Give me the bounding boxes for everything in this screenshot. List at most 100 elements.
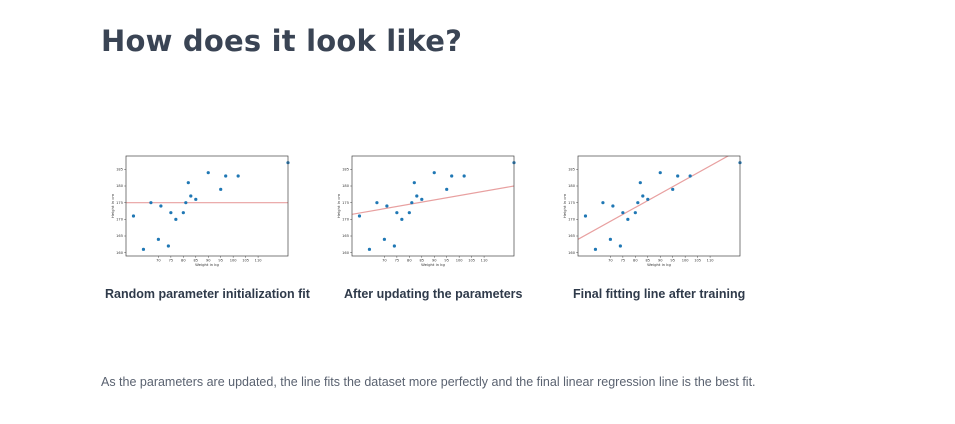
data-point — [432, 171, 436, 175]
y-tick-label: 175 — [342, 201, 349, 205]
data-point — [382, 237, 386, 241]
data-point — [608, 237, 612, 241]
scatter-chart-final-fit: 70 75 80 85 90 95 100 105 110 160 165 170 175 180 185 W… — [562, 155, 742, 267]
caption-after-update: After updating the parameters — [344, 287, 523, 301]
data-point — [219, 187, 223, 191]
data-point — [601, 201, 605, 205]
x-tick-label: 80 — [181, 259, 186, 263]
data-point — [159, 204, 163, 208]
data-point — [410, 201, 414, 205]
data-point — [658, 171, 662, 175]
y-tick-label: 185 — [568, 168, 575, 172]
x-tick-label: 105 — [242, 259, 249, 263]
y-tick-label: 185 — [116, 168, 123, 172]
data-point — [169, 211, 173, 215]
data-point — [688, 174, 692, 178]
data-point — [676, 174, 680, 178]
data-point — [420, 197, 424, 201]
y-tick-label: 180 — [116, 184, 124, 188]
data-point — [621, 211, 625, 215]
data-point — [149, 201, 153, 205]
plot-frame — [125, 155, 289, 257]
plot-frame — [351, 155, 515, 257]
x-tick-label: 95 — [218, 259, 223, 263]
data-point — [646, 197, 650, 201]
y-tick-label: 170 — [568, 218, 576, 222]
x-tick-label: 100 — [456, 259, 464, 263]
y-tick-label: 165 — [568, 234, 575, 238]
scatter-chart-random-init: 70 75 80 85 90 95 100 105 110 160 165 170 175 180 185 W… — [110, 155, 290, 267]
plot-frame — [577, 155, 741, 257]
data-point — [412, 181, 416, 185]
data-point — [671, 187, 675, 191]
data-point — [445, 187, 449, 191]
x-tick-label: 85 — [645, 259, 650, 263]
data-point — [583, 214, 588, 218]
x-tick-label: 70 — [156, 259, 161, 263]
x-axis-label: Weight in kg — [195, 262, 219, 267]
x-tick-label: 105 — [468, 259, 475, 263]
data-point — [385, 204, 389, 208]
data-point — [367, 247, 372, 251]
chart-panel-final-fit: 70 75 80 85 90 95 100 105 110 160 165 170 175 180 185 W… — [560, 152, 750, 270]
y-tick-label: 160 — [342, 251, 350, 255]
data-point — [450, 174, 454, 178]
data-point — [357, 214, 362, 218]
chart-panel-random-init: 70 75 80 85 90 95 100 105 110 160 165 170 175 180 185 W… — [108, 152, 298, 270]
data-point — [415, 194, 419, 198]
data-point — [395, 211, 399, 215]
y-tick-label: 160 — [568, 251, 576, 255]
data-point — [400, 217, 404, 221]
data-point — [633, 211, 637, 215]
x-tick-label: 70 — [608, 259, 613, 263]
x-tick-label: 80 — [633, 259, 638, 263]
data-point — [194, 197, 198, 201]
fit-line — [352, 185, 514, 215]
data-point — [636, 201, 640, 205]
data-point — [236, 174, 240, 178]
data-point — [618, 244, 622, 248]
data-point — [224, 174, 228, 178]
y-axis-label: Height in cm — [562, 194, 567, 219]
data-point — [462, 174, 466, 178]
y-tick-label: 175 — [116, 201, 123, 205]
x-axis-label: Weight in kg — [647, 262, 671, 267]
data-point — [166, 244, 170, 248]
data-point — [593, 247, 598, 251]
y-tick-label: 165 — [342, 234, 349, 238]
caption-random-init: Random parameter initialization fit — [105, 287, 310, 301]
y-axis-label: Height in cm — [110, 194, 115, 219]
y-tick-label: 185 — [342, 168, 349, 172]
y-tick-label: 170 — [342, 218, 350, 222]
description-text: As the parameters are updated, the line … — [101, 375, 756, 389]
x-tick-label: 80 — [407, 259, 412, 263]
data-point — [611, 204, 615, 208]
data-point — [392, 244, 396, 248]
data-point — [131, 214, 136, 218]
y-tick-label: 170 — [116, 218, 124, 222]
y-tick-label: 180 — [342, 184, 350, 188]
y-tick-label: 180 — [568, 184, 576, 188]
caption-final-fit: Final fitting line after training — [573, 287, 746, 301]
x-tick-label: 85 — [419, 259, 424, 263]
data-point — [407, 211, 411, 215]
x-tick-label: 70 — [382, 259, 387, 263]
x-tick-label: 95 — [670, 259, 675, 263]
scatter-chart-after-update: 70 75 80 85 90 95 100 105 110 160 165 170 175 180 185 W… — [336, 155, 516, 267]
x-tick-label: 110 — [481, 259, 489, 263]
x-tick-label: 75 — [169, 259, 174, 263]
x-tick-label: 90 — [658, 259, 663, 263]
x-tick-label: 100 — [230, 259, 238, 263]
data-point — [184, 201, 188, 205]
data-point — [156, 237, 160, 241]
data-point — [174, 217, 178, 221]
chart-panel-after-update: 70 75 80 85 90 95 100 105 110 160 165 170 175 180 185 W… — [334, 152, 524, 270]
data-point — [375, 201, 379, 205]
y-tick-label: 175 — [568, 201, 575, 205]
y-tick-label: 165 — [116, 234, 123, 238]
x-tick-label: 75 — [621, 259, 626, 263]
x-tick-label: 105 — [694, 259, 701, 263]
data-point — [641, 194, 645, 198]
x-tick-label: 95 — [444, 259, 449, 263]
data-point — [186, 181, 190, 185]
